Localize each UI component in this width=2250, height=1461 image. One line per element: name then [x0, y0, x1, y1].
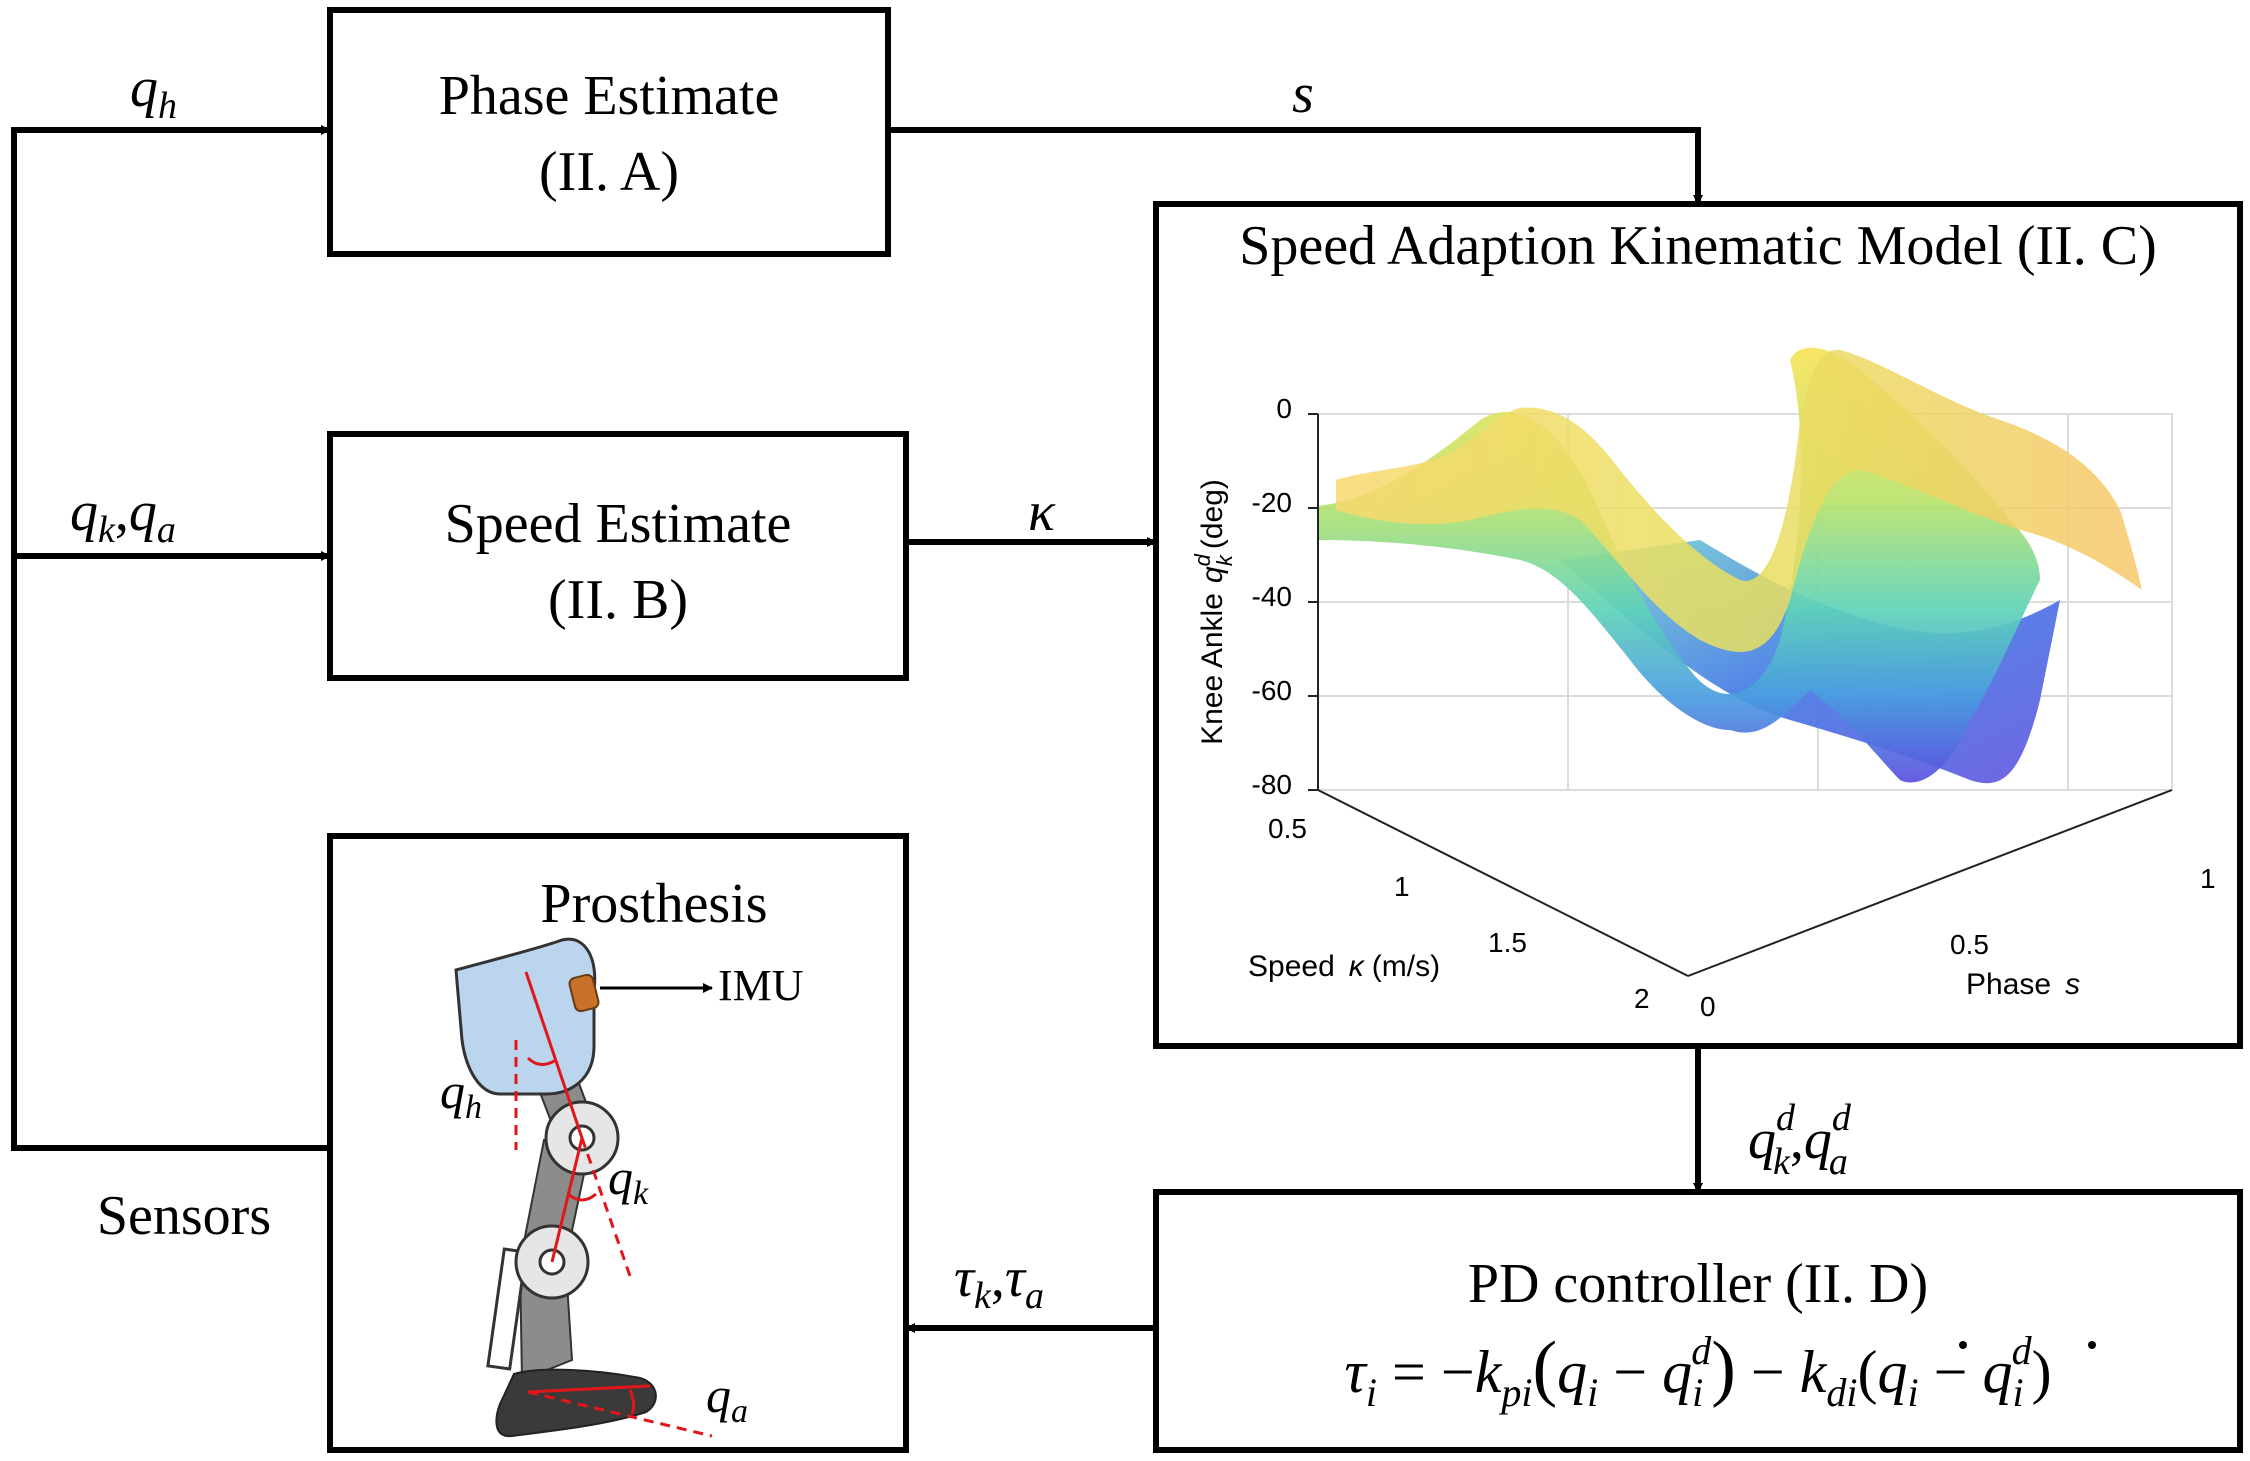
qdot-dot-1	[1959, 1341, 1967, 1349]
speed-estimate-section: (II. B)	[548, 569, 688, 631]
side-bar	[486, 1247, 528, 1371]
pd-formula: τi = −kpi(qi − qid) − kdi(qi − qid)	[1344, 1327, 2051, 1415]
signal-qk-qa-label: qk,qa	[70, 481, 176, 551]
speed-estimate-block	[327, 431, 909, 681]
sensors-label: Sensors	[97, 1185, 271, 1247]
surface-plot: 0 -20 -40 -60 -80 0.5 1 1.5 2 0 0.5 1 Kn…	[1190, 347, 2216, 1022]
z-tick-2: -40	[1252, 581, 1292, 612]
signal-qd-label: qd k,qd a	[1748, 1097, 1852, 1183]
speed-estimate-label: Speed Estimate	[445, 493, 792, 555]
angle-qa-label: qa	[706, 1367, 748, 1430]
y-tick-3: 2	[1634, 983, 1650, 1014]
angle-qh-label: qh	[440, 1063, 482, 1126]
y-tick-1: 1	[1394, 871, 1410, 902]
phase-estimate-label: Phase Estimate	[439, 65, 780, 127]
phase-estimate-block	[327, 7, 891, 257]
imu-sensor	[568, 973, 600, 1013]
y-axis-label: Speed κ (m/s)	[1248, 950, 1440, 983]
x-tick-0: 0	[1700, 991, 1716, 1022]
signal-qh-label: qh	[130, 57, 177, 127]
y-tick-2: 1.5	[1488, 927, 1527, 958]
imu-label: IMU	[718, 961, 804, 1010]
prosthesis-title: Prosthesis	[540, 873, 767, 935]
z-axis-label: Knee Ankleqdk(deg)	[1190, 479, 1237, 745]
x-tick-2: 1	[2200, 863, 2216, 894]
signal-s-label: s	[1292, 63, 1314, 125]
y-tick-0: 0.5	[1268, 813, 1307, 844]
qdot-dot-2	[2088, 1341, 2096, 1349]
angle-qk-label: qk	[608, 1149, 649, 1212]
phase-output-line	[888, 127, 1703, 205]
z-tick-1: -20	[1252, 487, 1292, 518]
pd-controller-title: PD controller (II. D)	[1468, 1253, 1928, 1315]
socket	[454, 937, 597, 1096]
kinematic-model-title: Speed Adaption Kinematic Model (II. C)	[1239, 215, 2157, 277]
feedback-bus-line	[11, 125, 331, 1151]
z-tick-3: -60	[1252, 675, 1292, 706]
signal-tau-label: τk,τa	[954, 1247, 1044, 1317]
prosthesis-illustration: IMU qh qk qa	[440, 937, 804, 1438]
phase-estimate-section: (II. A)	[539, 141, 679, 203]
z-tick-0: 0	[1276, 393, 1292, 424]
angle-lines	[514, 971, 713, 1438]
x-axis-label: Phase s	[1966, 968, 2080, 1001]
plot-axes	[1308, 413, 2173, 977]
x-tick-1: 0.5	[1950, 929, 1989, 960]
surface-top-ridge	[1336, 349, 2142, 652]
z-tick-4: -80	[1252, 769, 1292, 800]
signal-kappa-label: κ	[1028, 481, 1056, 543]
